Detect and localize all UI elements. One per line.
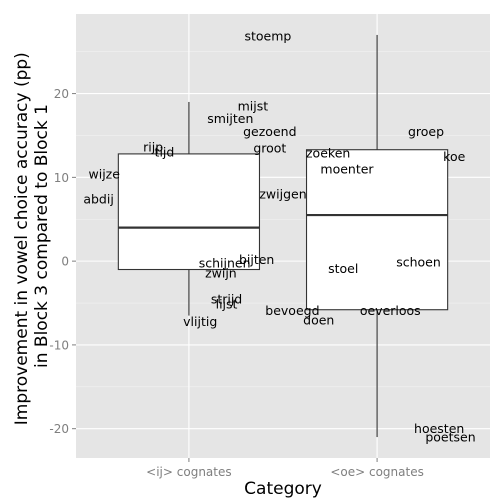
word-label: stoel (328, 261, 358, 276)
box-iqr (305, 149, 449, 311)
word-label: stoemp (245, 28, 292, 43)
word-label: strijd (211, 291, 242, 306)
word-label: groot (253, 141, 286, 156)
word-label: koe (443, 149, 465, 164)
word-label: zwijn (205, 265, 237, 280)
box-iqr (117, 153, 261, 271)
y-axis-title-line-2: in Block 3 compared to Block 1 (32, 104, 52, 368)
word-label: doen (303, 312, 334, 327)
y-axis-title: Improvement in vowel choice accuracy (pp… (12, 47, 52, 425)
y-tick-label: -20 (49, 422, 69, 436)
x-axis-title: Category (244, 479, 322, 499)
y-axis-ticks: -20 -10 0 10 20 (49, 87, 76, 436)
word-label: schijnen (199, 255, 251, 270)
box-ij (117, 101, 261, 316)
word-label: rijp (143, 140, 163, 155)
word-label: abdij (83, 192, 113, 207)
x-tick-label: <ij> cognates (146, 465, 231, 479)
word-label: mijst (238, 99, 269, 114)
x-axis-ticks: <ij> cognates <oe> cognates (146, 458, 424, 479)
word-label: vlijtig (183, 314, 217, 329)
word-label: hoesten (414, 421, 464, 436)
box-oe (305, 34, 449, 438)
word-label: lijst (216, 296, 238, 311)
word-label: groep (408, 124, 444, 139)
word-label: schoen (396, 254, 441, 269)
word-label: moenter (320, 161, 374, 176)
word-label: oeverloos (360, 303, 421, 318)
word-label: smijten (207, 111, 253, 126)
word-label: zoeken (306, 146, 350, 161)
word-label: gezoend (243, 124, 296, 139)
word-label: tijd (155, 145, 175, 160)
word-label: zwijgen (259, 187, 306, 202)
y-axis-title-line-1: Improvement in vowel choice accuracy (pp… (12, 52, 32, 425)
y-tick-label: 0 (61, 255, 69, 269)
word-label: bijten (239, 252, 274, 267)
y-tick-label: 20 (54, 87, 69, 101)
word-label: poetsen (425, 430, 475, 445)
y-tick-label: 10 (54, 171, 69, 185)
x-tick-label: <oe> cognates (330, 465, 424, 479)
word-label: wijze (89, 167, 121, 182)
word-label: bevoegd (265, 303, 319, 318)
boxes (117, 34, 449, 438)
y-tick-label: -10 (49, 338, 69, 352)
